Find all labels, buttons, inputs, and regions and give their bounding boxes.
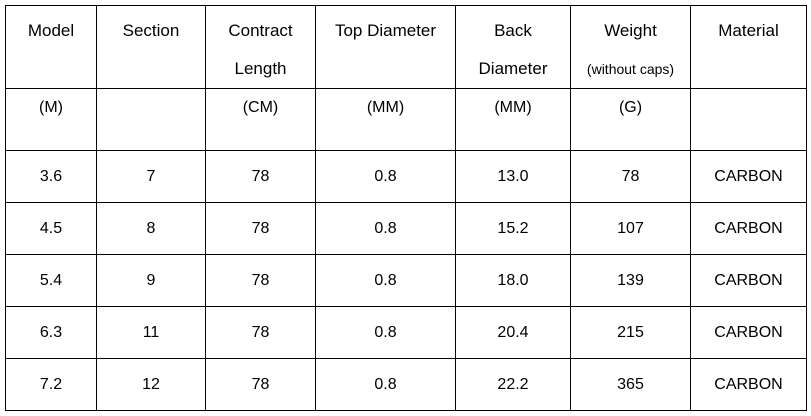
header-name-row: Model Section Contract Length Top Diamet… (5, 5, 807, 89)
cell-material: CARBON (690, 150, 807, 203)
cell-material: CARBON (690, 202, 807, 255)
unit-back-diameter: (MM) (455, 88, 571, 151)
cell-weight: 365 (570, 358, 691, 411)
cell-top-diameter: 0.8 (315, 358, 456, 411)
cell-back-diameter: 20.4 (455, 306, 571, 359)
header-unit-row: (M) (CM) (MM) (MM) (G) (5, 88, 807, 151)
unit-model: (M) (5, 88, 97, 151)
header-model: Model (5, 5, 97, 89)
cell-contract-length: 78 (205, 254, 316, 307)
header-model-label: Model (27, 21, 75, 40)
cell-back-diameter: 15.2 (455, 202, 571, 255)
cell-section: 9 (96, 254, 206, 307)
cell-back-diameter: 18.0 (455, 254, 571, 307)
cell-weight: 139 (570, 254, 691, 307)
unit-weight: (G) (570, 88, 691, 151)
cell-contract-length: 78 (205, 358, 316, 411)
table-row: 4.5 8 78 0.8 15.2 107 CARBON (5, 202, 807, 255)
cell-section: 8 (96, 202, 206, 255)
cell-top-diameter: 0.8 (315, 202, 456, 255)
cell-top-diameter: 0.8 (315, 254, 456, 307)
cell-section: 11 (96, 306, 206, 359)
header-weight-note: (without caps) (586, 61, 675, 77)
cell-model: 7.2 (5, 358, 97, 411)
header-section-label: Section (122, 21, 180, 40)
table-row: 3.6 7 78 0.8 13.0 78 CARBON (5, 150, 807, 203)
cell-weight: 215 (570, 306, 691, 359)
cell-weight: 78 (570, 150, 691, 203)
cell-model: 6.3 (5, 306, 97, 359)
cell-contract-length: 78 (205, 306, 316, 359)
unit-contract-length: (CM) (205, 88, 316, 151)
cell-material: CARBON (690, 254, 807, 307)
table-row: 7.2 12 78 0.8 22.2 365 CARBON (5, 358, 807, 411)
unit-section (96, 88, 206, 151)
cell-contract-length: 78 (205, 150, 316, 203)
header-back-diameter: Back Diameter (455, 5, 571, 89)
header-material: Material (690, 5, 807, 89)
cell-section: 12 (96, 358, 206, 411)
cell-back-diameter: 22.2 (455, 358, 571, 411)
header-top-diameter: Top Diameter (315, 5, 456, 89)
cell-back-diameter: 13.0 (455, 150, 571, 203)
header-weight: Weight (without caps) (570, 5, 691, 89)
header-material-label: Material (718, 21, 779, 40)
header-top-diameter-label: Top Diameter (334, 21, 437, 40)
cell-model: 4.5 (5, 202, 97, 255)
header-section: Section (96, 5, 206, 89)
unit-material (690, 88, 807, 151)
table-row: 5.4 9 78 0.8 18.0 139 CARBON (5, 254, 807, 307)
cell-material: CARBON (690, 306, 807, 359)
cell-material: CARBON (690, 358, 807, 411)
table-row: 6.3 11 78 0.8 20.4 215 CARBON (5, 306, 807, 359)
cell-section: 7 (96, 150, 206, 203)
cell-top-diameter: 0.8 (315, 306, 456, 359)
header-weight-label: Weight (604, 21, 657, 40)
cell-model: 5.4 (5, 254, 97, 307)
cell-model: 3.6 (5, 150, 97, 203)
cell-contract-length: 78 (205, 202, 316, 255)
unit-top-diameter: (MM) (315, 88, 456, 151)
header-back-diameter-label: Back (494, 21, 532, 40)
header-contract-length-label: Contract (228, 21, 293, 40)
cell-top-diameter: 0.8 (315, 150, 456, 203)
product-spec-table: Model Section Contract Length Top Diamet… (5, 5, 807, 411)
header-contract-length: Contract Length (205, 5, 316, 89)
cell-weight: 107 (570, 202, 691, 255)
